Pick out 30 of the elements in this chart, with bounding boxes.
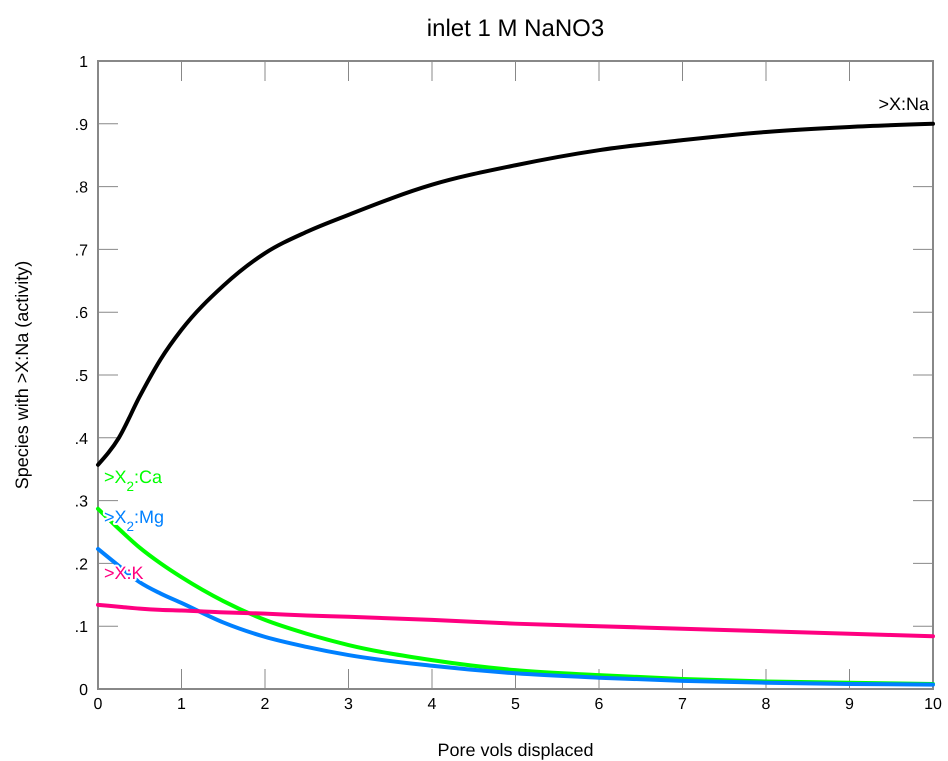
y-tick-label: .5 <box>74 368 88 385</box>
y-tick-label: .9 <box>74 116 88 134</box>
y-tick-label: .1 <box>74 619 88 636</box>
x-tick-label: 10 <box>924 696 942 713</box>
line-series <box>96 602 935 638</box>
x-tick-label: 7 <box>678 696 688 713</box>
y-tick-label: 0 <box>79 682 88 699</box>
y-tick-label: .2 <box>74 556 88 574</box>
x-tick-label: 5 <box>511 696 520 713</box>
x-tick-label: 0 <box>94 696 103 713</box>
x-tick-label: 4 <box>428 696 437 713</box>
x-tick-label: 2 <box>260 696 270 713</box>
y-tick-label: .6 <box>74 305 88 322</box>
series-label: >X:Na <box>878 94 930 114</box>
x-tick-label: 9 <box>845 696 854 713</box>
y-tick-label: .8 <box>74 180 88 197</box>
x-axis-title: Pore vols displaced <box>437 740 594 760</box>
x-tick-label: 3 <box>344 696 354 713</box>
chart-title: inlet 1 M NaNO3 <box>426 15 604 42</box>
line-series <box>96 122 935 467</box>
series-label: >X$_{2}$:Ca <box>104 466 164 494</box>
x-tick-label: 6 <box>594 696 604 713</box>
y-tick-label: .7 <box>74 242 88 260</box>
line-series <box>96 546 935 687</box>
y-tick-label: .3 <box>74 494 88 511</box>
x-tick-label: 1 <box>177 696 186 713</box>
x-tick-label: 8 <box>762 696 771 713</box>
y-tick-label: 1 <box>79 54 88 71</box>
y-axis-title: Species with >X:Na (activity) <box>12 260 32 490</box>
y-tick-label: .4 <box>74 430 88 448</box>
